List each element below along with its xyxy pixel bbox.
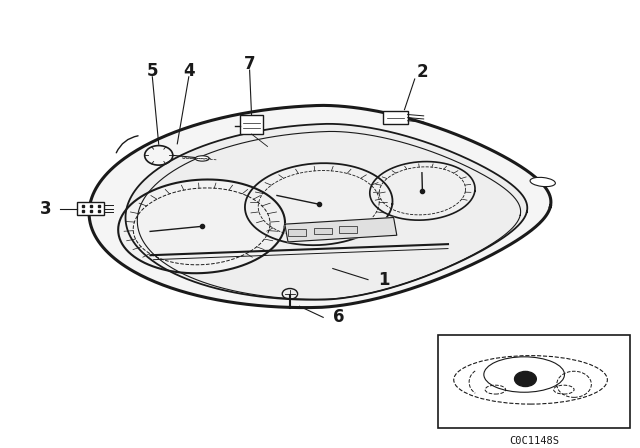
Text: 3: 3 (40, 200, 52, 218)
Polygon shape (285, 217, 397, 242)
Text: 7: 7 (244, 56, 255, 73)
Polygon shape (245, 163, 392, 245)
Bar (339, 226, 357, 233)
Ellipse shape (195, 156, 209, 161)
Text: 5: 5 (147, 62, 158, 80)
Circle shape (515, 371, 536, 387)
Polygon shape (125, 124, 527, 300)
Ellipse shape (530, 177, 556, 187)
Bar (314, 228, 332, 234)
Polygon shape (370, 162, 475, 220)
Polygon shape (89, 105, 551, 308)
Polygon shape (118, 180, 285, 273)
Bar (438, 335, 630, 428)
Bar (288, 229, 306, 236)
Text: C0C1148S: C0C1148S (509, 436, 559, 446)
Text: 4: 4 (183, 62, 195, 80)
Bar (240, 116, 263, 134)
Bar (383, 112, 408, 124)
Text: 6: 6 (333, 308, 345, 326)
Bar (77, 202, 104, 215)
Text: 2: 2 (417, 63, 428, 81)
Text: 1: 1 (378, 271, 390, 289)
